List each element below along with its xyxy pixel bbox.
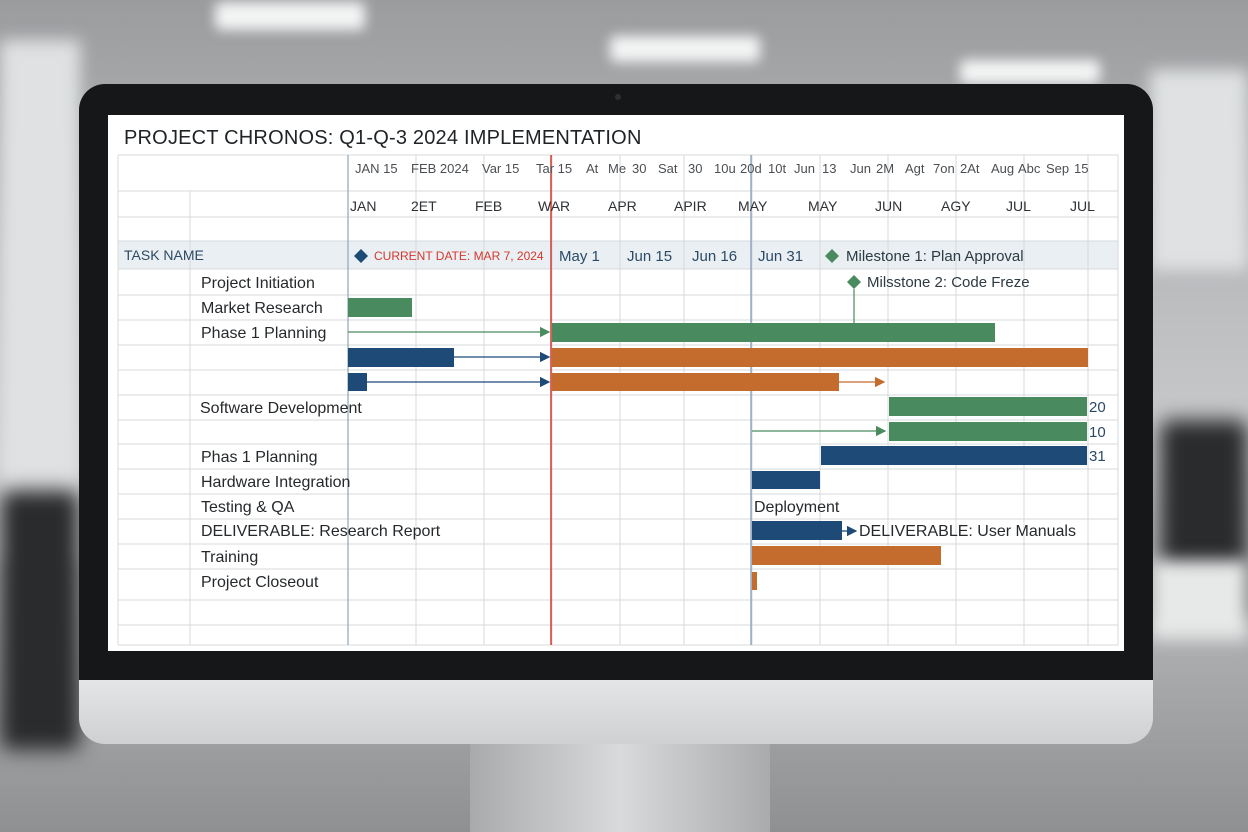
header-date: 15 xyxy=(1074,161,1088,176)
bar-value-label: 31 xyxy=(1089,448,1106,465)
window-left xyxy=(0,40,80,560)
ceiling-light xyxy=(610,36,760,62)
ceiling-light xyxy=(215,2,365,30)
gantt-bar-project-closeout[interactable] xyxy=(752,572,757,590)
month-label: APR xyxy=(608,198,637,214)
header-date: Jun xyxy=(794,161,815,176)
header-date: Var 15 xyxy=(482,161,519,176)
milestone-1-label: Milestone 1: Plan Approval xyxy=(846,248,1024,265)
header-date: 10u xyxy=(714,161,736,176)
bar-value-label: 20 xyxy=(1089,399,1106,416)
row-grid xyxy=(118,154,1118,646)
header-date: Sat xyxy=(658,161,678,176)
month-label: MAY xyxy=(808,198,838,214)
header-date: Abc xyxy=(1018,161,1041,176)
gantt-bar[interactable] xyxy=(348,373,367,391)
header-date: 7on xyxy=(933,161,955,176)
milestone-2-label: Milsstone 2: Code Freze xyxy=(867,274,1030,291)
task-label[interactable]: Project Closeout xyxy=(201,574,319,591)
month-label: JAN xyxy=(350,198,376,214)
milestone-diamond-icon xyxy=(847,275,861,289)
header-date: FEB 2024 xyxy=(411,161,469,176)
header-date: Sep xyxy=(1046,161,1069,176)
gantt-bar-hardware-integration[interactable] xyxy=(752,471,820,489)
header-date: 2M xyxy=(876,161,894,176)
month-label: JUN xyxy=(875,198,902,214)
gantt-bar-deliverable[interactable] xyxy=(752,521,842,540)
header-date: JAN 15 xyxy=(355,161,398,176)
current-date-label: CURRENT DATE: MAR 7, 2024 xyxy=(374,249,544,263)
month-label: APIR xyxy=(674,198,707,214)
deliverable-manuals-label: DELIVERABLE: User Manuals xyxy=(859,523,1076,540)
gantt-bar-market-research[interactable] xyxy=(348,298,412,317)
gantt-bar-training[interactable] xyxy=(752,546,941,565)
task-label[interactable]: Hardware Integration xyxy=(201,474,350,491)
header-date: Me xyxy=(608,161,626,176)
monitor-stand xyxy=(470,744,770,832)
header-date: 13 xyxy=(822,161,836,176)
column-header-date: Jun 31 xyxy=(758,248,803,265)
month-label: WAR xyxy=(538,198,570,214)
gantt-bar-phase-1-planning-2[interactable] xyxy=(821,446,1087,465)
month-label: AGY xyxy=(941,198,971,214)
page-title: PROJECT CHRONOS: Q1-Q-3 2024 IMPLEMENTAT… xyxy=(124,127,642,149)
month-label: 2ET xyxy=(411,198,437,214)
task-name-header: TASK NAME xyxy=(124,247,204,263)
gantt-chart: JAN 15 FEB 2024 Var 15 Tar 15 At Me 30 S… xyxy=(117,154,1119,646)
task-list: Project Initiation Market Research Phase… xyxy=(200,275,441,591)
gantt-bar-phase-1-planning[interactable] xyxy=(552,323,995,342)
header-date: Jun xyxy=(850,161,871,176)
header-date: Aug xyxy=(991,161,1014,176)
task-label[interactable]: Phas 1 Planning xyxy=(201,449,318,466)
month-label: FEB xyxy=(475,198,502,214)
milestone-diamond-icon xyxy=(825,249,839,263)
header-date-row: JAN 15 FEB 2024 Var 15 Tar 15 At Me 30 S… xyxy=(355,161,1088,176)
current-date-diamond-icon xyxy=(354,249,368,263)
window-right xyxy=(1150,70,1248,270)
gantt-bar[interactable] xyxy=(889,422,1087,441)
header-date: 2At xyxy=(960,161,980,176)
header-date: At xyxy=(586,161,599,176)
task-label[interactable]: Phase 1 Planning xyxy=(201,325,326,342)
column-header-dates: May 1 Jun 15 Jun 16 Jun 31 xyxy=(559,248,803,265)
header-date: 30 xyxy=(688,161,702,176)
column-header-date: Jun 15 xyxy=(627,248,672,265)
task-label[interactable]: DELIVERABLE: Research Report xyxy=(201,523,441,540)
header-date: 20d xyxy=(740,161,762,176)
header-date: Agt xyxy=(905,161,925,176)
gantt-bar[interactable] xyxy=(552,348,1088,367)
header-band xyxy=(118,241,1118,269)
month-label: JUL xyxy=(1070,198,1095,214)
gantt-bar[interactable] xyxy=(348,348,454,367)
gantt-screen: PROJECT CHRONOS: Q1-Q-3 2024 IMPLEMENTAT… xyxy=(108,115,1124,651)
month-row: JAN 2ET FEB WAR APR APIR MAY MAY JUN AGY… xyxy=(350,198,1095,214)
monitor-chin xyxy=(79,680,1153,744)
task-label[interactable]: Software Development xyxy=(200,400,362,417)
column-header-date: Jun 16 xyxy=(692,248,737,265)
bar-value-label: 10 xyxy=(1089,424,1106,441)
task-label[interactable]: Project Initiation xyxy=(201,275,315,292)
task-label[interactable]: Testing & QA xyxy=(201,499,295,516)
header-date: 30 xyxy=(632,161,646,176)
task-label[interactable]: Training xyxy=(201,549,258,566)
task-label[interactable]: Market Research xyxy=(201,300,323,317)
column-header-date: May 1 xyxy=(559,248,600,265)
month-label: MAY xyxy=(738,198,768,214)
camera-icon xyxy=(615,94,621,100)
header-date: 10t xyxy=(768,161,786,176)
gantt-bar-software-development[interactable] xyxy=(889,397,1087,416)
gantt-bar[interactable] xyxy=(552,373,839,391)
office-chair-left xyxy=(0,490,80,750)
month-label: JUL xyxy=(1006,198,1031,214)
header-date: Tar 15 xyxy=(536,161,572,176)
ceiling-light xyxy=(960,60,1100,84)
deployment-label: Deployment xyxy=(754,499,840,516)
desk xyxy=(1150,560,1248,640)
